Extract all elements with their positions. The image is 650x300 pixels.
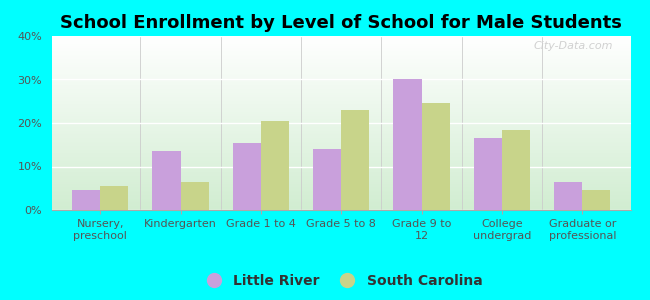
- Bar: [72, 190, 100, 210]
- Bar: [313, 149, 341, 210]
- Bar: [153, 151, 181, 210]
- Bar: [474, 138, 502, 210]
- Bar: [554, 182, 582, 210]
- Bar: [582, 190, 610, 210]
- Bar: [393, 80, 422, 210]
- Bar: [233, 142, 261, 210]
- Bar: [100, 186, 128, 210]
- Bar: [422, 103, 450, 210]
- Text: City-Data.com: City-Data.com: [534, 41, 613, 51]
- Bar: [341, 110, 369, 210]
- Legend: Little River, South Carolina: Little River, South Carolina: [194, 268, 488, 293]
- Bar: [181, 182, 209, 210]
- Title: School Enrollment by Level of School for Male Students: School Enrollment by Level of School for…: [60, 14, 622, 32]
- Bar: [502, 130, 530, 210]
- Bar: [261, 121, 289, 210]
